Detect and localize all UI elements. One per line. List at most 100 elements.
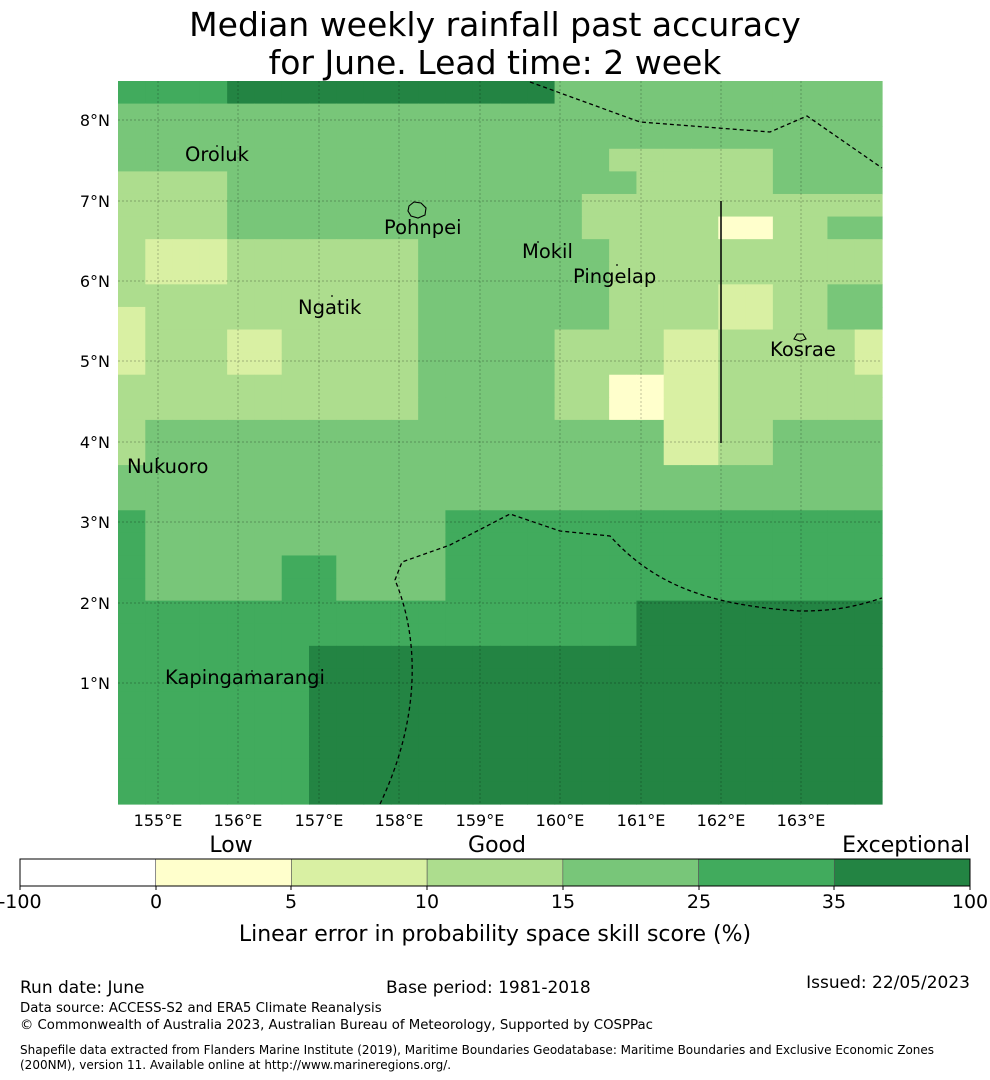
grid-cell bbox=[554, 668, 583, 692]
grid-cell bbox=[418, 442, 447, 466]
grid-cell bbox=[254, 306, 283, 331]
grid-cell bbox=[772, 216, 801, 240]
grid-cell bbox=[581, 623, 610, 647]
grid-cell bbox=[363, 374, 392, 398]
grid-cell bbox=[118, 532, 146, 557]
grid-cell bbox=[663, 758, 692, 782]
grid-cell bbox=[118, 713, 146, 737]
grid-cell bbox=[800, 532, 829, 557]
grid-cell bbox=[118, 352, 146, 376]
grid-cell bbox=[527, 103, 556, 127]
grid-cell bbox=[745, 239, 774, 263]
grid-cell bbox=[445, 691, 474, 715]
grid-cell bbox=[527, 329, 556, 353]
grid-cell bbox=[118, 419, 146, 444]
grid-cell bbox=[500, 600, 528, 624]
grid-cell bbox=[145, 352, 174, 376]
grid-cell bbox=[500, 713, 528, 737]
colorbar-tick-label: -100 bbox=[0, 891, 42, 913]
grid-cell bbox=[118, 600, 146, 624]
grid-cell bbox=[772, 713, 801, 737]
grid-cell bbox=[772, 374, 801, 398]
grid-cell bbox=[199, 623, 228, 647]
grid-cell bbox=[554, 532, 583, 557]
grid-cell bbox=[772, 578, 801, 602]
grid-cell bbox=[390, 216, 419, 240]
lat-label: 8°N bbox=[80, 111, 110, 130]
grid-cell bbox=[309, 216, 337, 240]
grid-cell bbox=[554, 555, 583, 579]
grid-cell bbox=[254, 81, 283, 105]
grid-cell bbox=[854, 442, 883, 466]
grid-cell bbox=[609, 352, 638, 376]
grid-cell bbox=[254, 103, 283, 127]
grid-cell bbox=[363, 600, 392, 624]
grid-cell bbox=[254, 419, 283, 444]
grid-cell bbox=[636, 668, 665, 692]
grid-cell bbox=[691, 555, 719, 579]
colorbar-tick-label: 25 bbox=[687, 891, 711, 913]
grid-cell bbox=[691, 397, 719, 421]
grid-cell bbox=[309, 487, 337, 511]
grid-cell bbox=[500, 555, 528, 579]
grid-cell bbox=[636, 148, 665, 172]
grid-cell bbox=[227, 284, 256, 308]
grid-cell bbox=[336, 487, 365, 511]
grid-cell bbox=[281, 193, 310, 218]
grid-cell bbox=[636, 645, 665, 670]
grid-cell bbox=[663, 713, 692, 737]
grid-cell bbox=[745, 306, 774, 331]
grid-cell bbox=[691, 216, 719, 240]
grid-cell bbox=[472, 239, 501, 263]
grid-cell bbox=[199, 668, 228, 692]
grid-cell bbox=[745, 510, 774, 534]
grid-cell bbox=[581, 532, 610, 557]
grid-cell bbox=[581, 781, 610, 805]
issued-date: Issued: 22/05/2023 bbox=[806, 973, 970, 993]
eez-boundary-south bbox=[379, 513, 883, 805]
grid-cell bbox=[336, 600, 365, 624]
grid-cell bbox=[527, 374, 556, 398]
grid-cell bbox=[445, 171, 474, 195]
grid-cell bbox=[172, 510, 201, 534]
grid-cell bbox=[772, 171, 801, 195]
grid-cell bbox=[554, 487, 583, 511]
grid-cell bbox=[227, 736, 256, 760]
grid-cell bbox=[663, 555, 692, 579]
grid-cell bbox=[800, 126, 829, 150]
grid-cell bbox=[800, 171, 829, 195]
grid-cell bbox=[663, 148, 692, 172]
grid-cell bbox=[390, 261, 419, 285]
grid-cell bbox=[254, 148, 283, 172]
grid-cell bbox=[772, 758, 801, 782]
grid-cell bbox=[581, 645, 610, 670]
grid-cell bbox=[827, 736, 856, 760]
grid-cell bbox=[145, 532, 174, 557]
grid-cell bbox=[172, 81, 201, 105]
grid-cell bbox=[609, 781, 638, 805]
grid-cell bbox=[745, 126, 774, 150]
grid-cell bbox=[772, 193, 801, 218]
grid-cell bbox=[199, 397, 228, 421]
grid-cell bbox=[554, 103, 583, 127]
grid-cell bbox=[254, 465, 283, 489]
grid-cell bbox=[527, 555, 556, 579]
grid-cell bbox=[554, 216, 583, 240]
lat-label: 5°N bbox=[80, 352, 110, 371]
grid-cell bbox=[254, 691, 283, 715]
grid-cell bbox=[772, 532, 801, 557]
grid-cell bbox=[772, 306, 801, 331]
eez-boundary-north bbox=[529, 81, 883, 169]
grid-cell bbox=[145, 487, 174, 511]
shapefile-credit-line-2: (200NM), version 11. Available online at… bbox=[20, 1058, 452, 1072]
grid-cell bbox=[500, 532, 528, 557]
grid-cell bbox=[227, 193, 256, 218]
grid-cell bbox=[554, 600, 583, 624]
grid-cell bbox=[718, 465, 747, 489]
grid-cell bbox=[145, 329, 174, 353]
place-label-ngatik: Ngatik bbox=[298, 296, 362, 319]
grid-cell bbox=[827, 691, 856, 715]
grid-cell bbox=[500, 487, 528, 511]
grid-cell bbox=[772, 148, 801, 172]
grid-cell bbox=[636, 623, 665, 647]
